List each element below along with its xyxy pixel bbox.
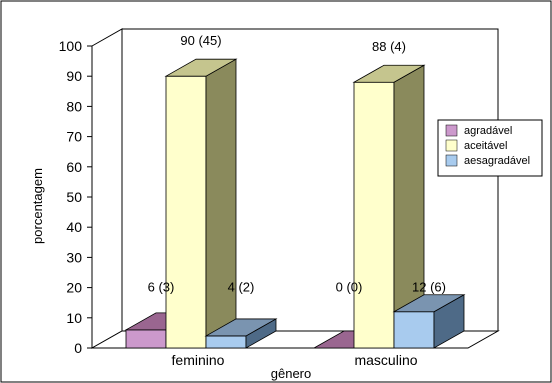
x-tick-label: masculino xyxy=(354,352,417,368)
y-tick-label: 30 xyxy=(66,249,82,265)
bar xyxy=(352,64,426,349)
y-tick-label: 10 xyxy=(66,310,82,326)
y-tick-label: 70 xyxy=(66,129,82,145)
legend: agradável aceitável aesagradável xyxy=(437,119,543,177)
data-label: 12 (6) xyxy=(412,280,446,295)
legend-entry: agradável xyxy=(464,125,512,137)
category-labels: feminino masculino xyxy=(172,352,418,368)
y-tick-label: 60 xyxy=(66,159,82,175)
bar xyxy=(164,58,238,349)
y-tick-label: 0 xyxy=(74,340,82,356)
y-tick-label: 40 xyxy=(66,219,82,235)
y-tick-label: 90 xyxy=(66,68,82,84)
data-label: 6 (3) xyxy=(148,280,175,295)
bar xyxy=(204,318,278,349)
y-axis-title: porcentagem xyxy=(30,168,45,244)
bar-front xyxy=(353,81,395,349)
y-tick-label: 100 xyxy=(59,38,83,54)
bar-top xyxy=(164,58,238,77)
data-label: 0 (0) xyxy=(336,280,363,295)
x-tick-label: feminino xyxy=(172,352,225,368)
data-label: 4 (2) xyxy=(228,280,255,295)
legend-entry: aceitável xyxy=(464,140,507,152)
bar-top xyxy=(204,318,278,337)
bar xyxy=(392,294,466,349)
y-tick-label: 50 xyxy=(66,189,82,205)
bar-front xyxy=(125,329,167,349)
y-tick-label: 20 xyxy=(66,280,82,296)
bar-front xyxy=(165,75,207,349)
bar-front xyxy=(205,335,247,349)
legend-entry: aesagradável xyxy=(464,155,530,167)
legend-swatch xyxy=(445,124,458,137)
side-wall xyxy=(91,28,123,349)
bars xyxy=(124,58,466,349)
legend-swatch xyxy=(445,154,458,167)
data-label: 90 (45) xyxy=(180,33,221,48)
bar-front xyxy=(393,311,435,349)
bar-top xyxy=(392,294,466,313)
data-label: 88 (4) xyxy=(372,39,406,54)
y-tick-label: 80 xyxy=(66,98,82,114)
x-axis-title: gênero xyxy=(271,366,311,381)
data-labels: 6 (3) 90 (45) 4 (2) 0 (0) 88 (4) 12 (6) xyxy=(148,33,446,294)
bar-top xyxy=(352,64,426,83)
legend-swatch xyxy=(445,139,458,152)
bar-side xyxy=(205,58,237,349)
